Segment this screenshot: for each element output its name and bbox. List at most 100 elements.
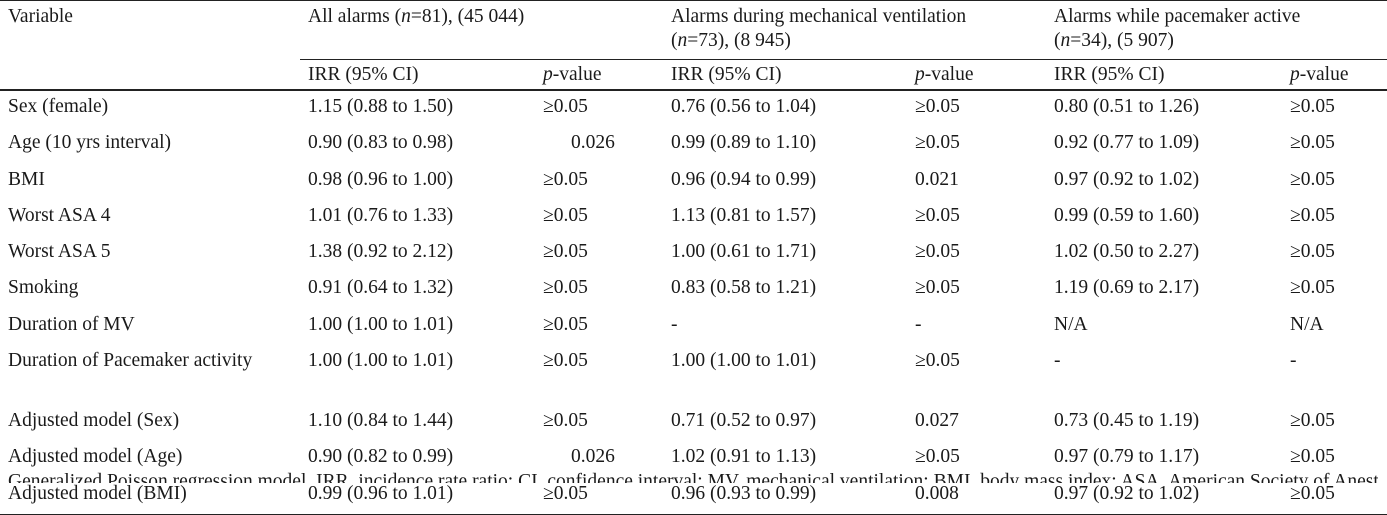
table-row: Duration of MV 1.00 (1.00 to 1.01) ≥0.05… (0, 309, 1387, 345)
header-group-mv-n: (n=73), (8 945) (671, 30, 791, 51)
cell-pvalue: 0.027 (915, 410, 959, 432)
cell-irr: 0.97 (0.92 to 1.02) (1054, 168, 1200, 190)
cell-pvalue: ≥0.05 (1290, 241, 1335, 263)
cell-pvalue: 0.021 (915, 168, 959, 190)
header-group-pm-n: (n=34), (5 907) (1054, 30, 1174, 51)
cell-pvalue: ≥0.05 (543, 241, 588, 263)
cell-irr: 1.00 (1.00 to 1.01) (671, 350, 817, 372)
cell-irr: 1.00 (1.00 to 1.01) (308, 313, 454, 335)
cell-pvalue: ≥0.05 (1290, 410, 1335, 432)
cell-variable: Sex (female) (8, 96, 109, 117)
cell-pvalue: N/A (1290, 313, 1324, 335)
cell-irr: 0.71 (0.52 to 0.97) (671, 410, 817, 432)
cell-pvalue: ≥0.05 (1282, 477, 1387, 515)
table-row: Sex (female) 1.15 (0.88 to 1.50) ≥0.05 0… (0, 90, 1387, 127)
cell-irr: 1.00 (1.00 to 1.01) (308, 350, 454, 372)
cell-pvalue: ≥0.05 (1290, 204, 1335, 226)
cell-irr: 0.76 (0.56 to 1.04) (671, 96, 817, 117)
table-row: Age (10 yrs interval) 0.90 (0.83 to 0.98… (0, 127, 1387, 163)
cell-pvalue: ≥0.05 (543, 168, 588, 190)
cell-pvalue: ≥0.05 (1290, 277, 1335, 299)
cell-variable: Adjusted model (Sex) (8, 410, 180, 432)
cell-pvalue: ≥0.05 (543, 204, 588, 226)
cell-irr: N/A (1054, 313, 1088, 335)
cell-pvalue: ≥0.05 (915, 446, 960, 468)
cell-irr: 0.73 (0.45 to 1.19) (1054, 410, 1200, 432)
cell-irr: 0.99 (0.89 to 1.10) (671, 132, 817, 154)
cell-irr: 0.92 (0.77 to 1.09) (1054, 132, 1200, 154)
table-row: Worst ASA 5 1.38 (0.92 to 2.12) ≥0.05 1.… (0, 236, 1387, 272)
cell-pvalue: 0.026 (571, 446, 615, 468)
cell-pvalue: ≥0.05 (543, 350, 588, 372)
cell-variable: Age (10 yrs interval) (8, 132, 171, 154)
header-variable: Variable (0, 0, 300, 91)
header-group-all-alarms: All alarms (n=81), (45 044) (300, 0, 663, 60)
cell-pvalue: ≥0.05 (915, 350, 960, 372)
cell-irr: 1.00 (0.61 to 1.71) (671, 241, 817, 263)
table-row: Adjusted model (Age) 0.90 (0.82 to 0.99)… (0, 441, 1387, 477)
header-irr-pm: IRR (95% CI) (1046, 59, 1282, 91)
cell-pvalue: - (1290, 350, 1297, 372)
cell-pvalue: ≥0.05 (1290, 168, 1335, 190)
cell-pvalue: ≥0.05 (543, 410, 588, 432)
cell-irr: 0.98 (0.96 to 1.00) (308, 168, 454, 190)
cell-pvalue: ≥0.05 (543, 96, 588, 117)
cell-irr: 0.91 (0.64 to 1.32) (308, 277, 454, 299)
cell-pvalue: ≥0.05 (1290, 96, 1335, 117)
cell-irr: 1.19 (0.69 to 2.17) (1054, 277, 1200, 299)
cell-irr: 1.13 (0.81 to 1.57) (671, 204, 817, 226)
cell-pvalue: 0.026 (571, 132, 615, 154)
cell-variable: Smoking (8, 277, 79, 299)
table-footnote: Generalized Poisson regression model. IR… (8, 471, 1378, 483)
header-group-mv-title: Alarms during mechanical ventilation (671, 6, 967, 27)
cell-pvalue: ≥0.05 (915, 241, 960, 263)
table-row: Adjusted model (Sex) 1.10 (0.84 to 1.44)… (0, 405, 1387, 441)
cell-variable: BMI (8, 168, 45, 190)
cell-irr: 0.90 (0.83 to 0.98) (308, 132, 454, 154)
header-group-mechanical-ventilation: Alarms during mechanical ventilation (n=… (663, 0, 1046, 60)
cell-pvalue: ≥0.05 (535, 477, 663, 515)
cell-variable: Worst ASA 5 (8, 241, 111, 263)
cell-irr: 1.15 (0.88 to 1.50) (308, 96, 454, 117)
cell-irr: 0.97 (0.92 to 1.02) (1046, 477, 1282, 515)
cell-pvalue: 0.008 (907, 477, 1046, 515)
cell-irr: 0.90 (0.82 to 0.99) (308, 446, 454, 468)
cell-irr: 0.96 (0.93 to 0.99) (663, 477, 907, 515)
cell-irr: 1.01 (0.76 to 1.33) (308, 204, 454, 226)
cell-irr: 0.83 (0.58 to 1.21) (671, 277, 817, 299)
header-group-pm-title: Alarms while pacemaker active (1054, 6, 1301, 27)
header-group-pacemaker: Alarms while pacemaker active (n=34), (5… (1046, 0, 1387, 60)
cell-irr: 0.80 (0.51 to 1.26) (1054, 96, 1200, 117)
cell-variable: Duration of MV (8, 313, 135, 335)
cell-variable: Adjusted model (BMI) (0, 477, 300, 515)
cell-pvalue: ≥0.05 (915, 96, 960, 117)
cell-irr: 1.38 (0.92 to 2.12) (308, 241, 454, 263)
header-row-groups: Variable All alarms (n=81), (45 044) Ala… (0, 0, 1387, 91)
table-body: Sex (female) 1.15 (0.88 to 1.50) ≥0.05 0… (0, 90, 1387, 515)
cell-pvalue: ≥0.05 (543, 277, 588, 299)
cell-irr: 1.02 (0.50 to 2.27) (1054, 241, 1200, 263)
header-irr-mv: IRR (95% CI) (663, 59, 907, 91)
cell-irr: - (1054, 350, 1061, 372)
cell-irr: 1.02 (0.91 to 1.13) (671, 446, 817, 468)
cell-pvalue: ≥0.05 (543, 313, 588, 335)
cell-variable: Adjusted model (Age) (8, 446, 183, 468)
cell-irr: 0.97 (0.79 to 1.17) (1054, 446, 1200, 468)
header-row-subcolumns: IRR (95% CI) p-value IRR (95% CI) p-valu… (0, 59, 1387, 91)
cell-pvalue: ≥0.05 (1290, 132, 1335, 154)
table-header: Variable All alarms (n=81), (45 044) Ala… (0, 0, 1387, 91)
cell-pvalue: ≥0.05 (915, 204, 960, 226)
cell-pvalue: ≥0.05 (915, 277, 960, 299)
cell-irr: 1.10 (0.84 to 1.44) (308, 410, 454, 432)
cell-pvalue: ≥0.05 (1290, 446, 1335, 468)
cell-variable: Worst ASA 4 (8, 204, 111, 226)
table-row: Adjusted model (BMI) 0.99 (0.96 to 1.01)… (0, 477, 1387, 515)
cell-irr: - (671, 313, 678, 335)
cell-irr: 0.96 (0.94 to 0.99) (671, 168, 817, 190)
table-row: Worst ASA 4 1.01 (0.76 to 1.33) ≥0.05 1.… (0, 200, 1387, 236)
header-irr-all: IRR (95% CI) (300, 59, 535, 91)
table-row: Duration of Pacemaker activity 1.00 (1.0… (0, 345, 1387, 405)
header-pvalue-pm: p-value (1282, 59, 1387, 91)
